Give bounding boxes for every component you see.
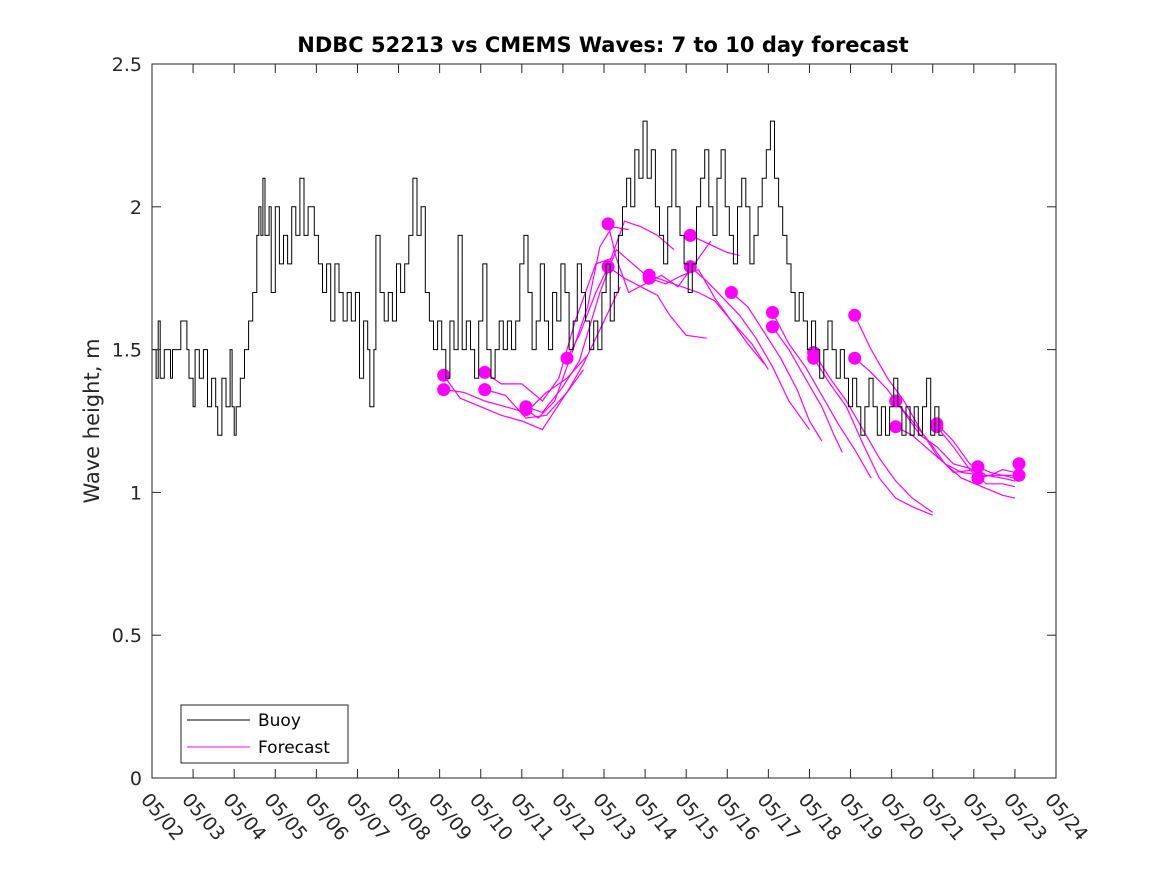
- forecast-series-line: [813, 352, 934, 513]
- legend-box: [180, 704, 349, 764]
- legend-forecast-label: Forecast: [258, 738, 330, 758]
- forecast-series-line: [443, 354, 589, 414]
- forecast-start-marker: [971, 460, 985, 474]
- buoy-series-line: [152, 120, 943, 436]
- y-axis-label: Wave height, m: [80, 338, 104, 503]
- forecast-start-marker: [766, 306, 779, 319]
- forecast-start-marker: [642, 271, 656, 285]
- forecast-start-marker: [848, 308, 862, 322]
- forecast-start-marker: [889, 394, 903, 408]
- forecast-series-line: [977, 466, 1015, 476]
- y-tick-label: 0.5: [112, 625, 142, 647]
- forecast-series-line: [854, 315, 978, 474]
- forecast-start-marker: [560, 351, 574, 365]
- y-ticks: 0 0.5 1 1.5 2 2.5: [112, 54, 1056, 790]
- forecast-start-marker: [889, 420, 903, 434]
- chart-title: NDBC 52213 vs CMEMS Waves: 7 to 10 day f…: [297, 33, 908, 57]
- forecast-start-marker: [437, 383, 451, 397]
- forecast-start-marker: [971, 471, 985, 485]
- y-tick-label: 0: [130, 768, 142, 790]
- forecast-start-marker: [848, 351, 862, 365]
- y-tick-label: 2.5: [112, 54, 142, 76]
- forecast-start-marker: [601, 217, 615, 231]
- forecast-series-line: [566, 220, 675, 359]
- forecast-start-marker: [930, 420, 944, 434]
- forecast-series-line: [854, 357, 974, 471]
- forecast-start-marker: [601, 260, 615, 274]
- forecast-start-marker: [437, 368, 451, 382]
- forecast-start-marker: [1012, 468, 1026, 482]
- forecast-series-line: [731, 292, 823, 442]
- forecast-start-marker: [766, 320, 779, 334]
- forecast-series-line: [813, 357, 933, 516]
- legend: Buoy Forecast: [180, 704, 349, 764]
- forecast-start-marker: [1012, 457, 1026, 471]
- y-tick-label: 1.5: [112, 340, 142, 362]
- y-tick-label: 2: [130, 197, 142, 219]
- forecast-start-marker: [807, 351, 821, 365]
- forecast-series-line: [607, 266, 707, 339]
- forecast-series-line: [772, 326, 843, 453]
- legend-buoy-label: Buoy: [258, 711, 301, 731]
- forecast-start-marker: [683, 260, 697, 274]
- forecast-start-marker: [683, 228, 697, 242]
- plot-area: [151, 63, 1057, 779]
- forecast-series-line: [649, 268, 765, 365]
- forecast-series-line: [484, 286, 621, 419]
- forecast-series-line: [690, 234, 740, 256]
- forecast-series-line: [771, 312, 872, 479]
- forecast-series-line: [895, 400, 1016, 499]
- forecast-start-marker: [519, 403, 533, 417]
- forecast-series-line: [895, 426, 1016, 479]
- forecast-start-marker: [478, 365, 492, 379]
- forecast-series-line: [689, 266, 810, 430]
- forecast-start-marker: [478, 383, 492, 397]
- forecast-series-line: [484, 257, 613, 402]
- forecast-series-line: [443, 369, 584, 431]
- forecast-lines: [443, 220, 1016, 516]
- buoy-line: [152, 120, 943, 436]
- y-tick-label: 1: [130, 482, 142, 504]
- forecast-start-marker: [724, 286, 738, 299]
